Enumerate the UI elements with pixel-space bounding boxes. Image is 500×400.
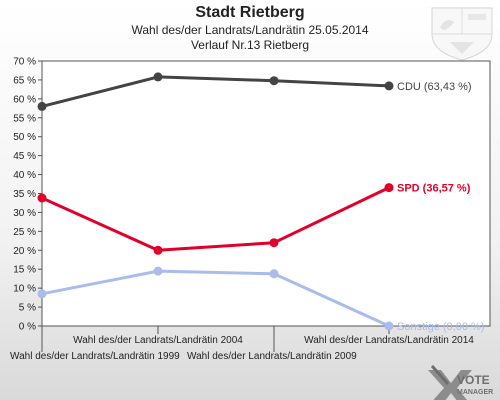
y-tick-label: 40 % xyxy=(13,170,36,181)
y-tick-label: 55 % xyxy=(13,113,36,124)
y-tick-label: 5 % xyxy=(19,303,36,314)
chart-title: Stadt Rietberg xyxy=(195,4,304,21)
vote-manager-logo: VOTE MANAGER xyxy=(428,365,493,400)
series-line-spd xyxy=(41,186,390,252)
x-tick-label: Wahl des/der Landrats/Landrätin 1999 xyxy=(10,351,180,362)
data-point-sonstige xyxy=(384,321,394,331)
series-line-sonstige xyxy=(41,269,390,328)
y-tick-label: 70 % xyxy=(13,57,36,68)
data-point-sonstige xyxy=(153,266,163,276)
x-tick-label: Wahl des/der Landrats/Landrätin 2009 xyxy=(187,351,357,362)
data-point-cdu xyxy=(269,76,279,86)
y-tick-label: 65 % xyxy=(13,75,36,86)
y-tick-label: 50 % xyxy=(13,132,36,143)
series-end-label-spd: SPD (36,57 %) xyxy=(397,183,471,195)
y-tick-label: 25 % xyxy=(13,227,36,238)
data-point-sonstige xyxy=(37,289,47,299)
y-tick-label: 15 % xyxy=(13,265,36,276)
y-tick-label: 60 % xyxy=(13,94,36,105)
chart-subtitle: Wahl des/der Landrats/Landrätin 25.05.20… xyxy=(131,23,368,37)
y-tick-label: 35 % xyxy=(13,189,36,200)
y-tick-label: 20 % xyxy=(13,246,36,257)
x-tick-label: Wahl des/der Landrats/Landrätin 2004 xyxy=(73,335,243,346)
data-point-cdu xyxy=(153,72,163,82)
logo-vote-text: VOTE xyxy=(457,373,490,387)
data-point-sonstige xyxy=(269,269,279,279)
y-axis: 0 % 5 % 10 % 15 % 20 % 25 % 30 % 35 % 40 % 45 % 50… xyxy=(13,57,42,333)
data-point-cdu xyxy=(384,81,394,91)
logo-manager-text: MANAGER xyxy=(457,389,493,396)
y-tick-label: 30 % xyxy=(13,208,36,219)
x-tick-label: Wahl des/der Landrats/Landrätin 2014 xyxy=(304,335,474,346)
chart-subtitle-2: Verlauf Nr.13 Rietberg xyxy=(191,38,309,52)
series-line-cdu xyxy=(41,75,390,108)
series-end-label-cdu: CDU (63,43 %) xyxy=(397,81,472,93)
x-axis: Wahl des/der Landrats/Landrätin 1999 Wahl… xyxy=(10,326,474,362)
y-tick-label: 45 % xyxy=(13,151,36,162)
series-end-label-sonstige: Sonstige (0,00 %) xyxy=(397,321,484,333)
data-point-cdu xyxy=(37,101,47,111)
data-point-spd xyxy=(153,245,163,255)
vote-x-icon xyxy=(428,365,472,400)
y-tick-label: 0 % xyxy=(19,322,36,333)
data-point-spd xyxy=(384,183,394,193)
data-point-spd xyxy=(269,238,279,248)
series-layer: CDU (63,43 %) SPD (36,57 %) Sonstige (0,00… xyxy=(37,72,484,333)
coat-of-arms-icon xyxy=(431,7,493,61)
data-point-spd xyxy=(37,193,47,203)
y-tick-label: 10 % xyxy=(13,284,36,295)
